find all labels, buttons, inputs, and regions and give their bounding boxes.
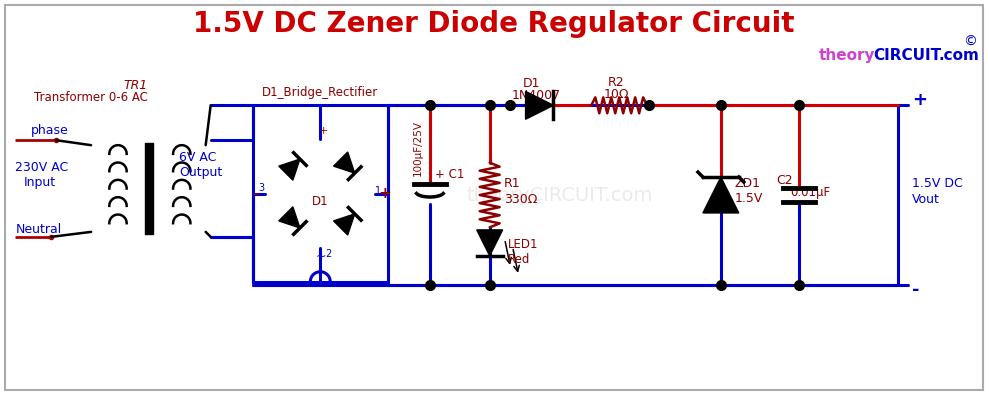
Text: 330Ω: 330Ω: [503, 194, 537, 207]
Text: 1N4007: 1N4007: [512, 89, 561, 102]
Text: D1: D1: [523, 77, 540, 90]
Text: CIRCUIT: CIRCUIT: [873, 48, 942, 63]
Text: Input: Input: [24, 175, 55, 188]
Text: +: +: [379, 186, 392, 201]
Polygon shape: [703, 177, 739, 213]
Text: Neutral: Neutral: [16, 224, 61, 236]
Text: 6V AC: 6V AC: [179, 150, 217, 164]
Text: ~: ~: [316, 250, 326, 263]
Text: ©: ©: [963, 34, 977, 49]
Polygon shape: [279, 159, 300, 180]
Polygon shape: [333, 152, 355, 173]
Text: -: -: [252, 186, 259, 201]
Text: .com: .com: [939, 48, 979, 63]
Text: D1_Bridge_Rectifier: D1_Bridge_Rectifier: [262, 86, 379, 99]
Text: ZD1: ZD1: [735, 177, 761, 190]
Text: theoryCIRCUIT.com: theoryCIRCUIT.com: [466, 186, 653, 205]
Text: D1: D1: [312, 195, 328, 208]
Text: TR1: TR1: [124, 79, 148, 92]
Text: 100μF/25V: 100μF/25V: [413, 120, 423, 176]
Text: Vout: Vout: [912, 194, 941, 207]
Text: 1.5V: 1.5V: [735, 192, 764, 205]
Bar: [252, 105, 388, 282]
Text: Red: Red: [507, 253, 530, 266]
Text: 3: 3: [258, 182, 264, 192]
Polygon shape: [279, 207, 300, 228]
Text: Transformer 0-6 AC: Transformer 0-6 AC: [35, 91, 148, 104]
Text: 1.5V DC Zener Diode Regulator Circuit: 1.5V DC Zener Diode Regulator Circuit: [193, 9, 794, 38]
Text: 10Ω: 10Ω: [603, 88, 629, 101]
Text: Output: Output: [179, 166, 222, 179]
Text: 230V AC: 230V AC: [16, 161, 68, 174]
Polygon shape: [477, 230, 502, 256]
Text: + C1: + C1: [435, 167, 464, 181]
Text: 1: 1: [375, 186, 381, 196]
Text: C2: C2: [776, 173, 793, 186]
Text: LED1: LED1: [507, 238, 538, 251]
Text: +: +: [912, 91, 928, 109]
Text: +: +: [318, 126, 328, 136]
Text: R1: R1: [503, 177, 520, 190]
Text: 2: 2: [325, 249, 331, 259]
Text: 0.01μF: 0.01μF: [790, 186, 831, 199]
Text: R2: R2: [608, 76, 624, 89]
Text: -: -: [912, 281, 920, 299]
Text: theory: theory: [819, 48, 875, 63]
Polygon shape: [525, 91, 554, 119]
Text: phase: phase: [32, 124, 69, 137]
Text: 1.5V DC: 1.5V DC: [912, 177, 963, 190]
Polygon shape: [333, 214, 355, 235]
